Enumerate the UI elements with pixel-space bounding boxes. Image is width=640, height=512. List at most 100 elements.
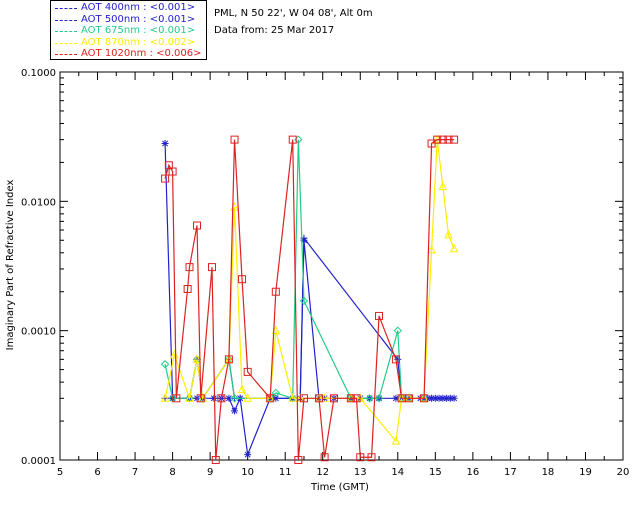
- data-point: [237, 384, 247, 394]
- x-tick-label: 11: [279, 467, 292, 478]
- data-point: [160, 393, 170, 402]
- data-point: [161, 174, 170, 183]
- data-point: [433, 135, 442, 144]
- series-layer: [160, 134, 459, 464]
- data-point: [356, 453, 365, 462]
- data-point: [231, 407, 239, 415]
- x-tick-label: 15: [429, 467, 442, 478]
- y-tick-label: 0.1000: [21, 68, 56, 79]
- legend: AOT 400nm : <0.001> AOT 500nm : <0.001> AO…: [50, 0, 207, 60]
- data-point: [438, 135, 447, 144]
- data-point: [172, 394, 181, 403]
- data-point: [271, 287, 280, 296]
- legend-label: AOT 675nm : <0.001>: [81, 25, 196, 36]
- data-point: [431, 394, 439, 402]
- y-tick-label: 0.0010: [21, 327, 56, 338]
- data-point: [444, 135, 453, 144]
- legend-swatch: [55, 54, 77, 55]
- data-point: [393, 326, 403, 335]
- data-point: [243, 367, 252, 376]
- data-point: [294, 456, 303, 464]
- data-point: [428, 394, 436, 402]
- series-aot-500nm: [161, 140, 458, 459]
- x-tick-label: 12: [316, 467, 329, 478]
- x-axis: 5 6 7 8 9 10 11 12 13 14 15 16 17 18 19 20: [57, 72, 629, 478]
- data-point: [352, 394, 361, 403]
- x-axis-label: Time (GMT): [310, 482, 369, 493]
- series-line: [164, 143, 455, 457]
- data-point: [449, 243, 459, 253]
- legend-swatch: [55, 31, 77, 32]
- data-point: [320, 453, 329, 462]
- plot-border: [59, 71, 624, 461]
- data-point: [192, 221, 201, 230]
- x-tick-label: 14: [391, 467, 404, 478]
- data-point: [438, 181, 448, 191]
- x-tick-label: 17: [504, 467, 517, 478]
- x-tick-label: 7: [132, 467, 138, 478]
- data-point: [168, 167, 177, 176]
- data-point: [288, 135, 297, 144]
- data-point: [346, 394, 355, 403]
- legend-swatch: [55, 8, 77, 9]
- y-axis: 0.0001 0.0010 0.0100 0.1000: [21, 68, 623, 467]
- data-point: [161, 140, 169, 148]
- data-point: [435, 394, 443, 402]
- data-point: [450, 394, 458, 402]
- data-point: [299, 394, 308, 403]
- data-point: [192, 354, 202, 363]
- data-point: [225, 394, 233, 402]
- data-point: [224, 355, 233, 364]
- x-tick-label: 16: [466, 467, 479, 478]
- x-tick-label: 8: [169, 467, 175, 478]
- data-point: [329, 394, 338, 403]
- data-point: [397, 394, 406, 403]
- data-point: [208, 263, 217, 272]
- data-point: [446, 394, 454, 402]
- data-point: [405, 394, 414, 403]
- legend-label: AOT 500nm : <0.001>: [81, 13, 196, 25]
- data-point: [271, 388, 281, 398]
- data-point: [244, 451, 252, 459]
- y-axis-label: Imaginary Part of Refractive Index: [5, 180, 16, 351]
- data-point: [450, 135, 459, 144]
- y-tick-label: 0.0100: [21, 197, 56, 208]
- x-tick-label: 18: [542, 467, 555, 478]
- data-point: [183, 284, 192, 293]
- legend-label: AOT 870nm : <0.002>: [81, 36, 196, 48]
- x-tick-label: 5: [57, 467, 63, 478]
- y-tick-label: 0.0001: [21, 456, 56, 467]
- x-tick-label: 19: [579, 467, 592, 478]
- data-point: [185, 393, 194, 402]
- data-point: [391, 435, 401, 445]
- data-point: [392, 394, 400, 402]
- legend-label: AOT 1020nm : <0.006>: [81, 48, 202, 59]
- data-point: [439, 394, 447, 402]
- data-point: [217, 394, 226, 403]
- x-tick-label: 13: [354, 467, 367, 478]
- data-point: [230, 135, 239, 144]
- x-tick-label: 6: [94, 467, 100, 478]
- data-point: [443, 394, 451, 402]
- data-point: [420, 394, 429, 403]
- data-point: [243, 393, 252, 402]
- data-point: [365, 394, 374, 403]
- data-point: [238, 275, 247, 284]
- date-text: Data from: 25 Mar 2017: [214, 25, 335, 36]
- location-text: PML, N 50 22', W 04 08', Alt 0m: [214, 8, 373, 19]
- data-point: [185, 263, 194, 272]
- legend-swatch: [55, 19, 77, 21]
- data-point: [288, 393, 298, 402]
- x-tick-label: 10: [241, 467, 254, 478]
- legend-label: AOT 400nm : <0.001>: [81, 2, 196, 13]
- data-point: [299, 296, 309, 306]
- data-point: [230, 394, 239, 403]
- data-point: [391, 355, 400, 364]
- data-point: [367, 453, 376, 462]
- data-point: [196, 394, 205, 403]
- data-point: [211, 456, 220, 464]
- data-point: [210, 394, 218, 402]
- plot-frame: [59, 71, 624, 461]
- series-aot-1020nm: [161, 135, 459, 464]
